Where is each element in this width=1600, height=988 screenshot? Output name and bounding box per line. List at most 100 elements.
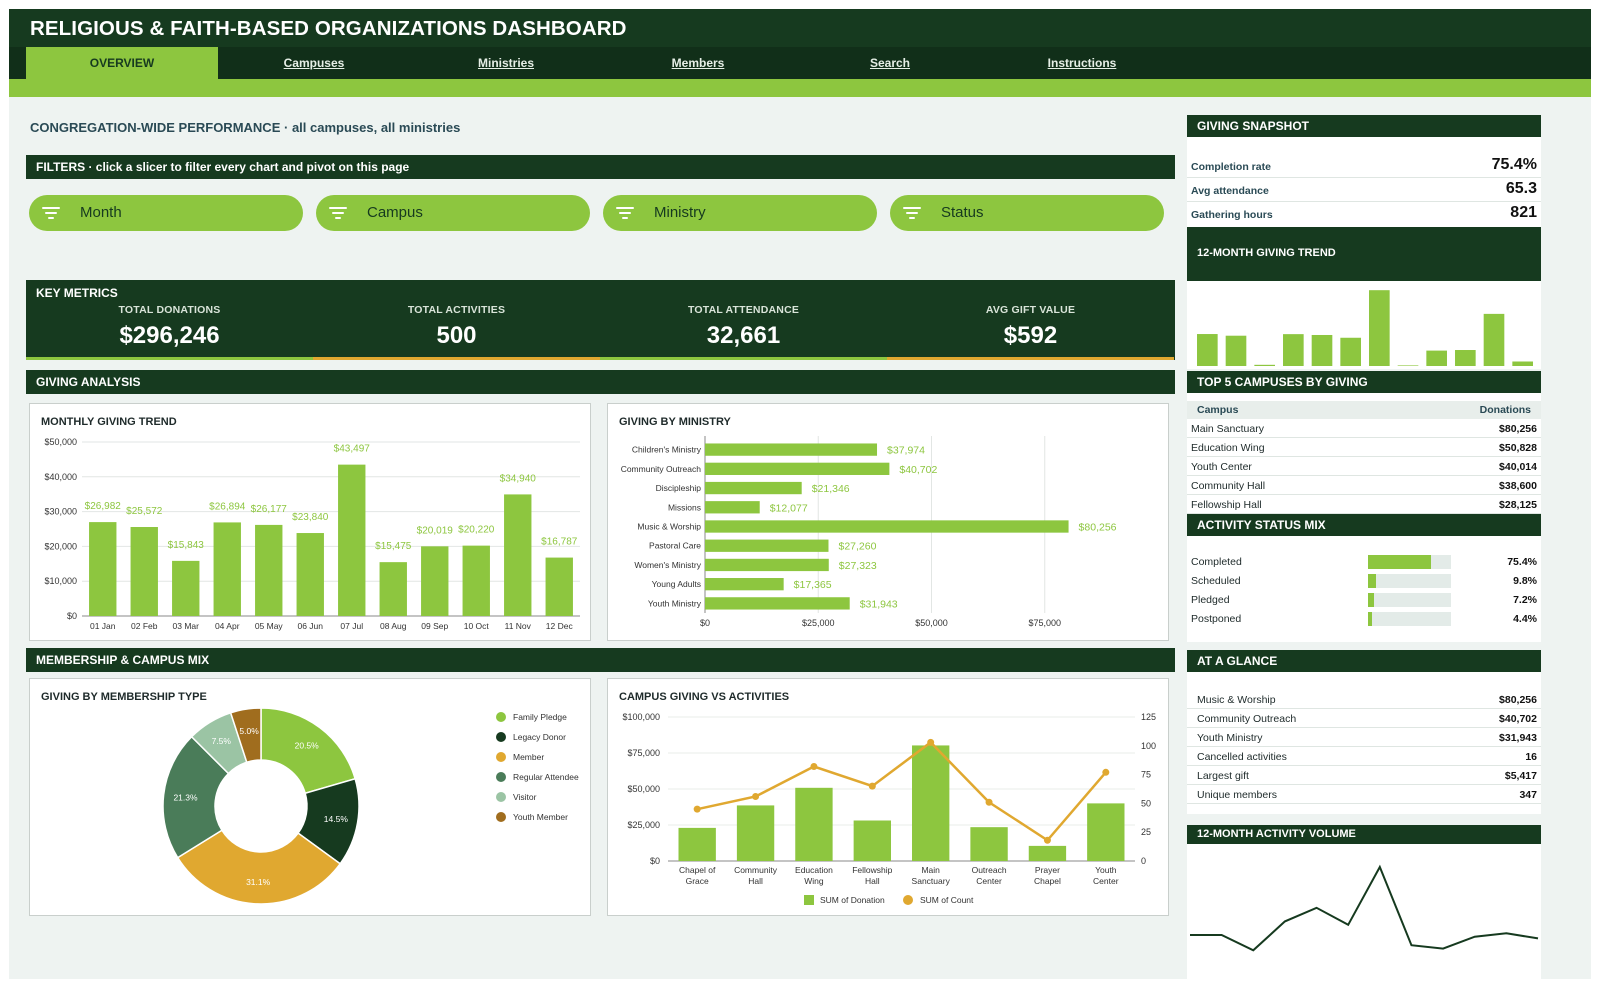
kpi-label: TOTAL ACTIVITIES <box>407 304 506 316</box>
glance-label: Community Outreach <box>1197 713 1297 725</box>
data-label: $17,365 <box>794 579 832 591</box>
bar <box>736 805 775 861</box>
x-tick-label: 11 Nov <box>505 621 532 631</box>
y-tick-label: Missions <box>668 502 701 512</box>
pie-slice <box>162 735 230 859</box>
x-tick-label: Wing <box>804 876 824 886</box>
status-value: 9.8% <box>1513 575 1537 587</box>
bar <box>705 597 850 610</box>
y-tick-label: $25,000 <box>627 820 660 830</box>
x-tick-label: 07 Jul <box>340 621 363 631</box>
legend-swatch <box>496 812 506 822</box>
data-label: $27,323 <box>839 560 877 572</box>
legend-swatch <box>496 732 506 742</box>
legend-label: SUM of Donation <box>820 895 885 905</box>
campus-combo-card: CAMPUS GIVING VS ACTIVITIES $0 $25,000 $50… <box>607 678 1169 916</box>
line-point <box>810 763 818 771</box>
data-label: $12,077 <box>770 502 808 514</box>
slicer-campus[interactable]: Campus <box>316 195 590 231</box>
slicer-ministry-label: Ministry <box>654 204 706 221</box>
data-label: $34,940 <box>500 473 537 484</box>
status-bar-fill <box>1368 593 1374 607</box>
filter-icon <box>616 207 634 219</box>
campus-name: Youth Center <box>1191 461 1252 473</box>
slicer-campus-label: Campus <box>367 204 423 221</box>
data-label: $15,843 <box>168 540 205 551</box>
campus-combo-chart: $0 $25,000 $50,000 $75,000 $100,000 0 25 50 75 10… <box>622 712 1156 905</box>
data-label: $16,787 <box>541 537 578 548</box>
bar <box>213 522 241 616</box>
glance-value: $80,256 <box>1499 694 1537 706</box>
tab-campuses[interactable]: Campuses <box>283 56 345 70</box>
tab-overview[interactable]: OVERVIEW <box>26 47 218 79</box>
monthly-giving-chart: $0 $10,000 $20,000 $30,000 $40,000 $50,000 $26… <box>44 437 580 631</box>
tab-ministries[interactable]: Ministries <box>477 56 534 70</box>
bar <box>89 522 117 616</box>
table-row: Community Hall $38,600 <box>1187 476 1541 495</box>
bar <box>705 443 878 456</box>
at-a-glance-panel: Music & Worship $80,256 Community Outrea… <box>1187 672 1541 814</box>
section-title: CONGREGATION-WIDE PERFORMANCE · all camp… <box>30 120 460 135</box>
giving-analysis-band: GIVING ANALYSIS <box>26 370 1175 394</box>
status-row-pledged: Pledged 7.2% <box>1187 590 1541 609</box>
at-a-glance-title: AT A GLANCE <box>1187 650 1541 672</box>
x-tick-label: 03 Mar <box>173 621 200 631</box>
bar <box>1483 313 1505 366</box>
line-point <box>1102 768 1110 776</box>
y-tick-label: $75,000 <box>627 748 660 758</box>
table-row: Community Outreach $40,702 <box>1187 709 1541 728</box>
x-tick-label: 06 Jun <box>297 621 323 631</box>
status-row-scheduled: Scheduled 9.8% <box>1187 571 1541 590</box>
line-point <box>985 798 993 806</box>
giving-trend-header: 12-MONTH GIVING TREND <box>1187 227 1541 281</box>
activity-volume-title: 12-MONTH ACTIVITY VOLUME <box>1187 825 1541 844</box>
y2-tick-label: 25 <box>1141 827 1151 837</box>
x-tick-label: $75,000 <box>1028 618 1061 628</box>
legend-swatch <box>496 772 506 782</box>
kpi-avg-gift-value: AVG GIFT VALUE $592 <box>887 304 1174 350</box>
glance-label: Youth Ministry <box>1197 732 1263 744</box>
slicer-month[interactable]: Month <box>29 195 303 231</box>
giving-trend-title: 12-MONTH GIVING TREND <box>1197 247 1336 259</box>
x-tick-label: Grace <box>686 876 709 886</box>
status-bar-track <box>1368 574 1451 588</box>
membership-card: GIVING BY MEMBERSHIP TYPE 20.5% 14.5% 31.1… <box>29 678 591 916</box>
campus-donations: $80,256 <box>1499 423 1537 435</box>
top-campuses-table: Campus Donations Main Sanctuary $80,256 … <box>1187 393 1541 514</box>
y-tick-label: $50,000 <box>44 437 77 447</box>
kpi-label: AVG GIFT VALUE <box>985 304 1076 316</box>
section-subtitle: · all campuses, all ministries <box>284 120 461 135</box>
tab-search[interactable]: Search <box>869 56 911 70</box>
x-tick-label: Education <box>795 865 833 875</box>
bar <box>1283 334 1304 366</box>
snapshot-value: 821 <box>1510 204 1537 221</box>
tab-instructions[interactable]: Instructions <box>1047 56 1117 70</box>
table-row: Youth Ministry $31,943 <box>1187 728 1541 747</box>
table-row: Unique members 347 <box>1187 785 1541 804</box>
snapshot-label: Gathering hours <box>1191 209 1273 221</box>
bar <box>462 545 490 616</box>
legend-label: Youth Member <box>513 812 568 822</box>
slicer-ministry[interactable]: Ministry <box>603 195 877 231</box>
membership-mix-band: MEMBERSHIP & CAMPUS MIX <box>26 648 1175 672</box>
kpi-label: TOTAL DONATIONS <box>118 304 221 316</box>
table-header: Campus Donations <box>1187 401 1541 419</box>
legend-label: Member <box>513 752 544 762</box>
ministry-giving-card: GIVING BY MINISTRY $0 $25,000 $50,000 $75,0… <box>607 403 1169 641</box>
filters-title: FILTERS <box>36 160 86 174</box>
tab-members[interactable]: Members <box>671 56 725 70</box>
y2-tick-label: 50 <box>1141 798 1151 808</box>
data-label: $23,840 <box>292 512 329 523</box>
glance-label: Music & Worship <box>1197 694 1276 706</box>
y2-tick-label: 75 <box>1141 770 1151 780</box>
status-bar-track <box>1368 555 1451 569</box>
x-tick-label: Outreach <box>972 865 1007 875</box>
y-tick-label: $0 <box>67 611 77 621</box>
glance-value: 347 <box>1519 789 1537 801</box>
nav-accent-stripe <box>9 79 1591 97</box>
y2-tick-label: 0 <box>1141 856 1146 866</box>
slicer-status[interactable]: Status <box>890 195 1164 231</box>
data-label: $31,943 <box>860 598 898 610</box>
chart-title: GIVING BY MINISTRY <box>619 416 731 428</box>
bar <box>1254 364 1275 366</box>
